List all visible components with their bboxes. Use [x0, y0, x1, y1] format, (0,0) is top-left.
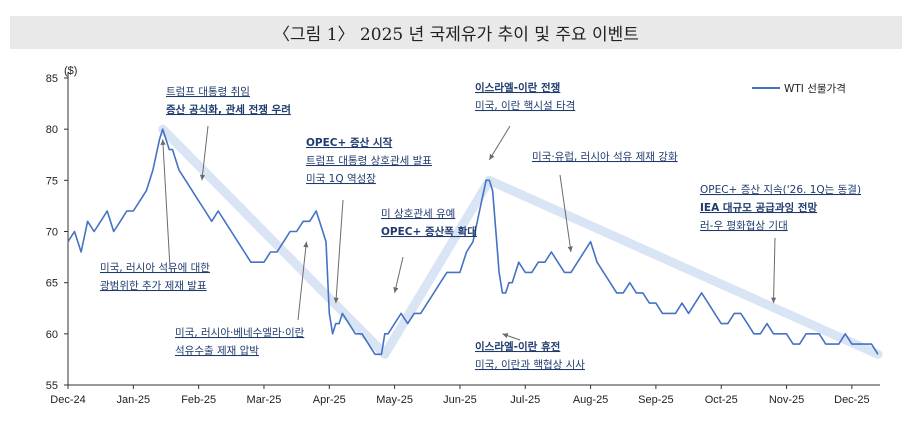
x-tick-label: Dec-24 [50, 394, 85, 406]
annotation-arrowhead [333, 297, 339, 304]
annotation-arrowhead [199, 174, 206, 181]
annotation-arrowhead [160, 139, 166, 145]
x-tick-label: Jan-25 [117, 394, 151, 406]
annotation-arrow [488, 125, 511, 161]
annotation-text: 미국, 러시아 석유에 대한 [100, 262, 210, 274]
annotation-text: 트럼프 대통령 상호관세 발표 [306, 154, 432, 167]
annotation-arrow [559, 174, 572, 253]
x-tick-label: Feb-25 [181, 394, 216, 406]
annotation-arrow [201, 125, 209, 181]
annotation-text: 석유수출 제재 압박 [175, 344, 259, 357]
annotation-text: 증산 공식화, 관세 전쟁 우려 [166, 103, 291, 116]
x-tick-label: Apr-25 [313, 394, 346, 406]
annotation-arrow [394, 256, 404, 294]
trend-band-0 [158, 124, 390, 359]
annotation-arrowhead [393, 287, 399, 293]
annotation-arrowhead [771, 297, 777, 304]
x-tick-label: Sep-25 [638, 394, 673, 406]
y-axis-unit: ($) [64, 65, 77, 77]
x-tick-label: Dec-25 [834, 394, 869, 406]
annotation-text: 러-우 평화협상 기대 [700, 219, 788, 232]
annotation-text: OPEC+ 증산 시작 [306, 136, 393, 149]
annotation-text: IEA 대규모 공급과잉 전망 [700, 201, 817, 214]
legend-label: WTI 선물가격 [784, 82, 846, 95]
trend-band-2 [484, 175, 883, 359]
annotation-text: 미국, 이란과 핵협상 시사 [475, 358, 585, 371]
x-tick-label: Jul-25 [510, 394, 540, 406]
x-tick-label: Jun-25 [443, 394, 477, 406]
x-tick-label: Oct-25 [705, 394, 738, 406]
chart-title: 〈그림 1〉 2025 년 국제유가 추이 및 주요 이벤트 [10, 16, 902, 49]
annotation-text: 광범위한 추가 제재 발표 [100, 279, 207, 292]
annotation-arrow [297, 241, 307, 321]
annotation-text: 미국 1Q 역성장 [306, 173, 376, 185]
annotation-arrowhead [502, 333, 509, 339]
x-tick-label: Aug-25 [573, 394, 608, 406]
annotation-arrowhead [567, 246, 573, 252]
annotation-text: OPEC+ 증산 지속('26. 1Q는 동결) [700, 184, 861, 196]
annotation-text: 트럼프 대통령 취임 [166, 85, 250, 98]
trend-band-1 [380, 175, 494, 359]
annotation-text: 미국·유럽, 러시아 석유 제재 강화 [532, 150, 678, 163]
y-tick-label: 75 [46, 175, 58, 187]
annotation-arrow [162, 139, 171, 269]
y-tick-label: 60 [46, 329, 58, 341]
annotation-arrowhead [303, 241, 309, 248]
annotation-arrow [335, 199, 344, 304]
annotation-arrow [772, 237, 776, 304]
wti-series-line [67, 128, 879, 356]
y-tick-label: 55 [46, 380, 58, 392]
x-tick-label: Mar-25 [247, 394, 282, 406]
y-tick-label: 80 [46, 124, 58, 136]
x-tick-label: May-25 [376, 394, 413, 406]
y-tick-label: 70 [46, 227, 58, 239]
y-tick-label: 85 [46, 73, 58, 85]
annotation-text: 미국, 이란 핵시설 타격 [475, 99, 575, 112]
annotation-text: OPEC+ 증산폭 확대 [381, 225, 477, 238]
annotation-text: 미 상호관세 유예 [381, 207, 455, 220]
x-tick-label: Nov-25 [769, 394, 804, 406]
annotation-text: 이스라엘-이란 전쟁 [475, 81, 560, 94]
annotation-arrowhead [489, 153, 495, 160]
annotation-text: 미국, 러시아·베네수엘라·이란 [175, 326, 305, 339]
annotation-text: 이스라엘-이란 휴전 [475, 340, 560, 353]
y-tick-label: 65 [46, 278, 58, 290]
